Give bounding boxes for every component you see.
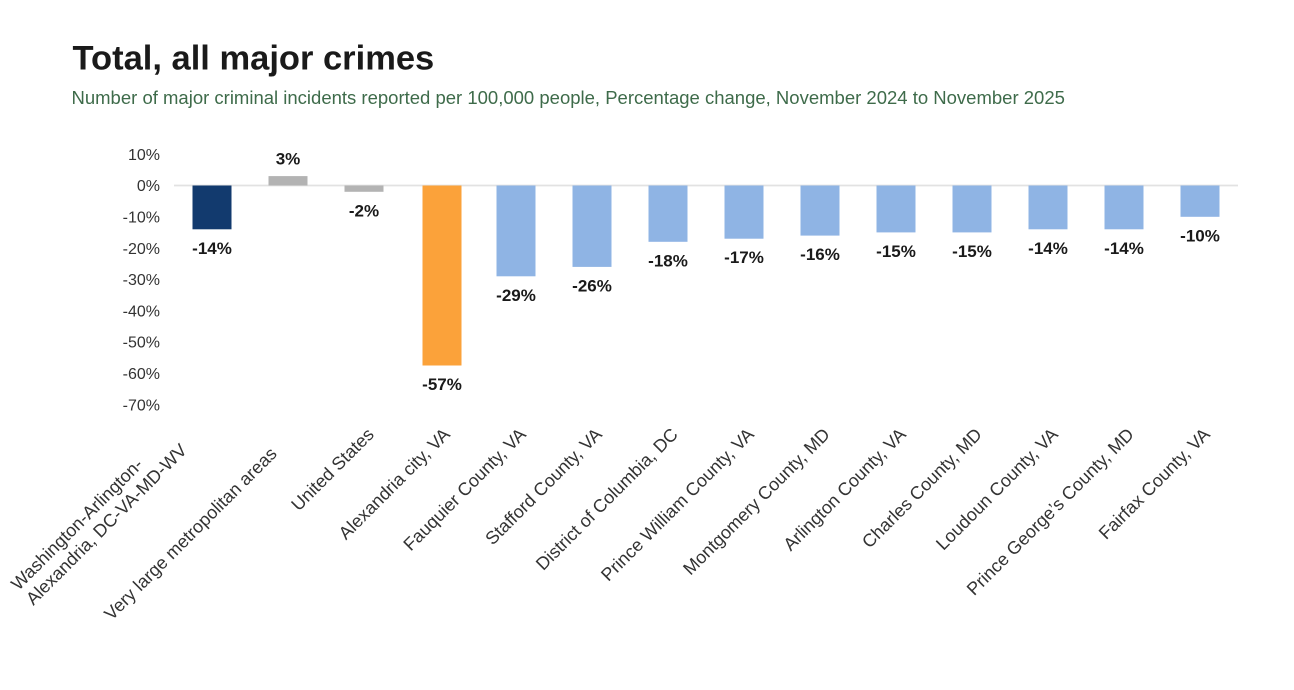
svg-text:-14%: -14% (1028, 239, 1068, 258)
svg-text:-17%: -17% (724, 248, 764, 267)
svg-text:-60%: -60% (123, 366, 160, 383)
svg-text:-29%: -29% (496, 286, 536, 305)
svg-text:-70%: -70% (123, 397, 160, 414)
svg-text:District of Columbia, DC: District of Columbia, DC (532, 424, 682, 574)
svg-text:-16%: -16% (800, 245, 840, 264)
svg-text:10%: 10% (128, 147, 160, 164)
svg-text:-30%: -30% (123, 272, 160, 289)
svg-text:-18%: -18% (648, 251, 688, 270)
svg-text:-15%: -15% (876, 242, 916, 261)
svg-text:-2%: -2% (349, 201, 379, 220)
svg-text:0%: 0% (137, 178, 160, 195)
svg-text:-20%: -20% (123, 241, 160, 258)
svg-text:Washington-Arlington-: Washington-Arlington- (7, 454, 147, 594)
svg-text:3%: 3% (276, 149, 301, 168)
svg-text:-40%: -40% (123, 303, 160, 320)
svg-text:-10%: -10% (123, 210, 160, 227)
svg-text:Number of major criminal incid: Number of major criminal incidents repor… (72, 87, 1065, 108)
svg-text:-57%: -57% (422, 375, 462, 394)
svg-text:Alexandria, DC-VA-MD-WV: Alexandria, DC-VA-MD-WV (22, 440, 191, 609)
svg-text:-50%: -50% (123, 335, 160, 352)
svg-text:Prince William County, VA: Prince William County, VA (597, 424, 758, 585)
svg-text:-10%: -10% (1180, 226, 1220, 245)
svg-text:-14%: -14% (1104, 239, 1144, 258)
svg-text:-15%: -15% (952, 242, 992, 261)
svg-text:-14%: -14% (192, 239, 232, 258)
svg-text:-26%: -26% (572, 276, 612, 295)
svg-text:Total, all major crimes: Total, all major crimes (73, 40, 435, 78)
svg-text:Montgomery County, MD: Montgomery County, MD (679, 424, 834, 579)
